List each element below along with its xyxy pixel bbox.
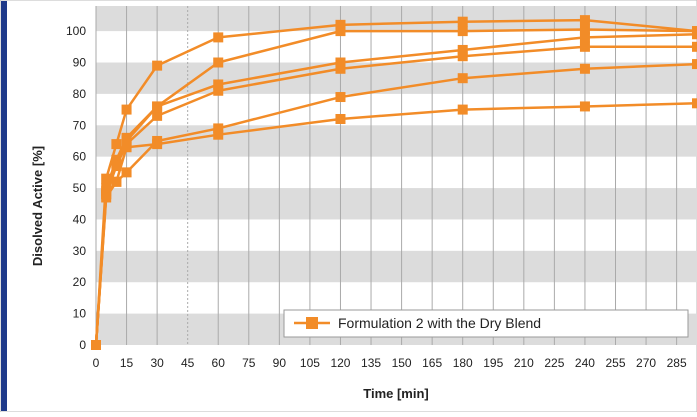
series-5-point-180 (457, 73, 468, 84)
y-tick-30: 30 (73, 244, 87, 258)
legend-box (283, 309, 689, 338)
series-5-point-295 (692, 59, 697, 70)
x-tick-240: 240 (575, 356, 595, 370)
legend: Formulation 2 with the Dry Blend (283, 309, 689, 338)
series-layer (91, 15, 697, 350)
series-3-point-30 (152, 101, 163, 112)
series-1-point-15 (121, 104, 132, 115)
series-4-point-30 (152, 110, 163, 121)
series-2-point-240 (579, 24, 590, 35)
y-tick-20: 20 (73, 275, 87, 289)
series-4-point-180 (457, 51, 468, 62)
x-tick-255: 255 (605, 356, 625, 370)
series-1-line (94, 18, 697, 346)
y-tick-70: 70 (73, 118, 87, 132)
series-6-point-30 (152, 139, 163, 150)
series-1-point-60 (213, 32, 224, 43)
x-tick-225: 225 (544, 356, 564, 370)
x-tick-90: 90 (273, 356, 287, 370)
x-tick-45: 45 (181, 356, 195, 370)
series-6-point-60 (213, 129, 224, 140)
series-5-point-240 (579, 63, 590, 74)
series-3-point-295 (692, 29, 697, 40)
x-tick-15: 15 (120, 356, 134, 370)
y-tick-50: 50 (73, 181, 87, 195)
series-4-point-120 (335, 63, 346, 74)
y-tick-90: 90 (73, 56, 87, 70)
series-1-point-5 (101, 173, 112, 184)
frame-accent-bar (1, 1, 7, 411)
y-tick-100: 100 (66, 24, 86, 38)
x-tick-165: 165 (422, 356, 442, 370)
x-tick-105: 105 (300, 356, 320, 370)
series-3-point-60 (213, 79, 224, 90)
y-axis-label: Disolved Active [%] (30, 146, 45, 266)
series-6-point-10 (111, 176, 122, 187)
series-2-point-180 (457, 26, 468, 37)
series-6-point-240 (579, 101, 590, 112)
x-tick-180: 180 (453, 356, 473, 370)
series-6-point-120 (335, 114, 346, 124)
series-6-line (94, 102, 697, 346)
y-tick-0: 0 (79, 338, 86, 352)
y-tick-60: 60 (73, 150, 87, 164)
series-3-point-120 (335, 57, 346, 68)
series-6-point-0 (91, 340, 101, 350)
band-20 (96, 250, 697, 283)
x-axis-label: Time [min] (363, 386, 429, 401)
series-6-point-15 (121, 142, 132, 153)
series-4-point-240 (579, 41, 590, 52)
series-2-point-60 (213, 57, 224, 68)
series-6-point-295 (692, 98, 697, 109)
series-1-point-120 (335, 19, 346, 30)
series-1-point-30 (152, 60, 163, 71)
legend-marker (306, 317, 318, 329)
band-60 (96, 125, 697, 157)
series-4-line (94, 45, 697, 346)
series-6 (91, 98, 697, 350)
series-6-point-180 (457, 104, 468, 115)
series-5-point-60 (213, 123, 224, 134)
series-5-point-120 (335, 92, 346, 103)
series-2-point-120 (335, 26, 346, 37)
legend-label: Formulation 2 with the Dry Blend (338, 315, 541, 331)
y-tick-labels: 0 10 20 30 40 50 60 70 80 90 100 (66, 24, 86, 352)
x-tick-210: 210 (514, 356, 534, 370)
x-tick-30: 30 (150, 356, 164, 370)
x-tick-285: 285 (667, 356, 687, 370)
series-1-point-240 (579, 15, 590, 26)
series-3-point-240 (579, 32, 590, 43)
x-tick-150: 150 (392, 356, 412, 370)
band-100 (96, 6, 697, 32)
series-5-point-15 (121, 167, 132, 178)
y-tick-10: 10 (73, 307, 87, 321)
x-tick-75: 75 (242, 356, 256, 370)
x-tick-0: 0 (93, 356, 100, 370)
x-tick-120: 120 (330, 356, 350, 370)
series-4-point-10 (111, 161, 122, 172)
x-tick-270: 270 (636, 356, 656, 370)
series-6-point-5 (101, 192, 112, 203)
series-4-point-60 (213, 85, 224, 96)
x-tick-labels: 0 15 30 45 60 75 90 105 120 135 150 165 180 195 210 225… (93, 356, 687, 370)
series-4-point-295 (692, 41, 697, 52)
x-tick-60: 60 (212, 356, 226, 370)
y-tick-40: 40 (73, 212, 87, 226)
series-1-point-10 (111, 139, 122, 150)
x-tick-135: 135 (361, 356, 381, 370)
y-tick-80: 80 (73, 87, 87, 101)
x-tick-195: 195 (483, 356, 503, 370)
band-40 (96, 188, 697, 220)
series-1-point-180 (457, 16, 468, 27)
series-3-point-180 (457, 44, 468, 55)
